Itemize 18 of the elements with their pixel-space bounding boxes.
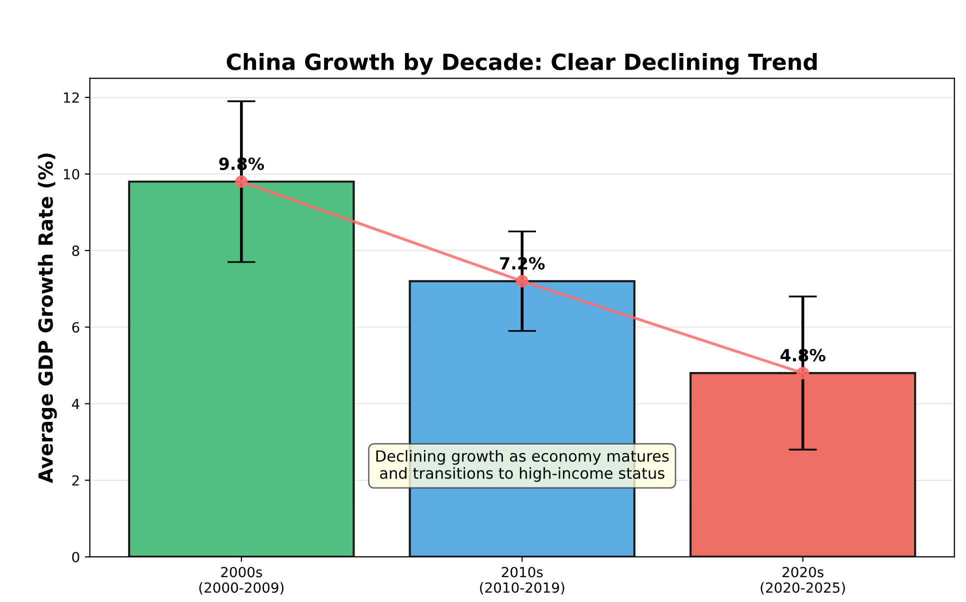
y-tick-label: 6 (72, 322, 80, 333)
chart-title: China Growth by Decade: Clear Declining Trend (226, 53, 817, 75)
annotation: Declining growth as economy matures and transitions to high-income status (376, 450, 669, 482)
point (235, 175, 248, 188)
x-tick-label: 2010s (2010-2019) (480, 566, 564, 595)
point (516, 274, 528, 288)
y-tick-label: 2 (72, 475, 79, 486)
y-axis-title: Average GDP Growth Rate (%) (38, 154, 57, 484)
x-tick-label: 2020s (2020-2025) (760, 566, 845, 595)
y-tick-label: 12 (64, 92, 79, 103)
point (796, 366, 810, 380)
y-tick-label: 0 (72, 552, 80, 562)
y-tick-label: 4 (72, 398, 80, 409)
y-tick-label: 8 (72, 246, 80, 256)
bar (690, 372, 916, 557)
y-tick-label: 10 (64, 168, 80, 180)
bar (128, 180, 355, 557)
x-tick-label: 2000s (2000-2009) (199, 566, 284, 595)
